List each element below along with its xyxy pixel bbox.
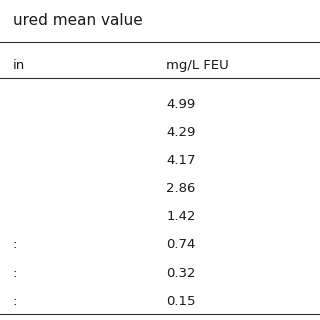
Text: 4.29: 4.29: [166, 126, 196, 139]
Text: 0.15: 0.15: [166, 295, 196, 308]
Text: 0.32: 0.32: [166, 267, 196, 280]
Text: mg/L FEU: mg/L FEU: [166, 59, 229, 72]
Text: :: :: [13, 267, 17, 280]
Text: 1.42: 1.42: [166, 210, 196, 223]
Text: in: in: [13, 59, 25, 72]
Text: 2.86: 2.86: [166, 182, 196, 195]
Text: 4.99: 4.99: [166, 98, 196, 111]
Text: 0.74: 0.74: [166, 238, 196, 252]
Text: :: :: [13, 238, 17, 252]
Text: 4.17: 4.17: [166, 154, 196, 167]
Text: ured mean value: ured mean value: [13, 13, 142, 28]
Text: :: :: [13, 295, 17, 308]
